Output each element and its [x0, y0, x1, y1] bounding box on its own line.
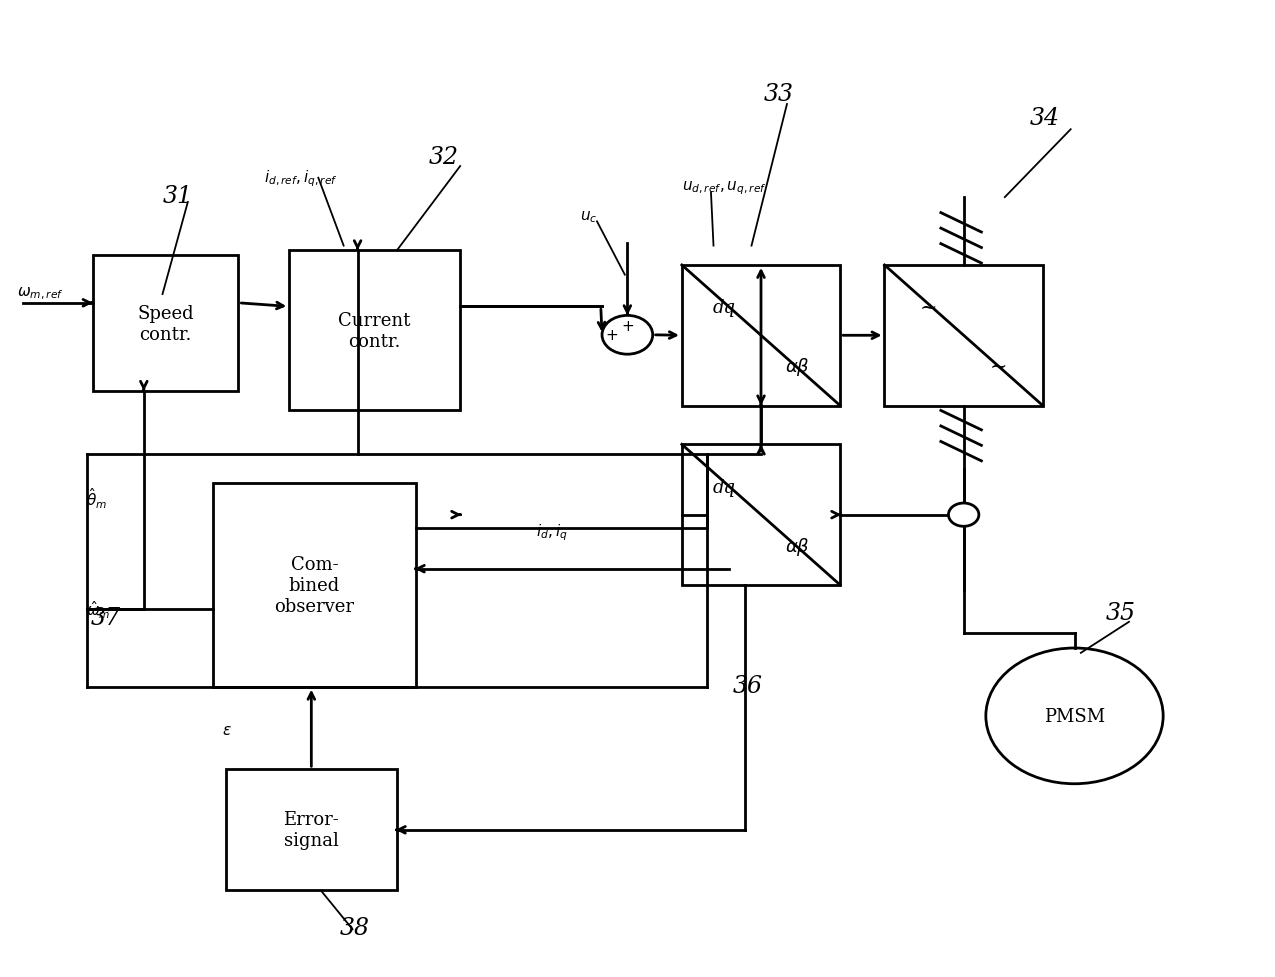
- Text: $\alpha\beta$: $\alpha\beta$: [785, 535, 810, 557]
- Text: Error-
signal: Error- signal: [283, 811, 339, 849]
- Text: $\varepsilon$: $\varepsilon$: [222, 724, 232, 738]
- Text: 33: 33: [764, 83, 794, 106]
- Text: dq: dq: [713, 478, 736, 496]
- Text: 31: 31: [162, 185, 193, 208]
- Text: +: +: [606, 328, 618, 343]
- Bar: [213, 484, 416, 687]
- Text: ~: ~: [989, 358, 1007, 376]
- Text: +: +: [621, 319, 634, 333]
- Text: $u_c$: $u_c$: [580, 209, 598, 225]
- Text: 38: 38: [340, 916, 370, 939]
- Bar: [93, 256, 238, 392]
- Bar: [226, 770, 397, 890]
- Bar: [885, 266, 1043, 406]
- Bar: [682, 266, 840, 406]
- Text: 32: 32: [428, 146, 459, 169]
- Text: Current
contr.: Current contr.: [338, 312, 411, 351]
- Text: 37: 37: [91, 606, 120, 629]
- Text: 35: 35: [1107, 601, 1136, 624]
- Circle shape: [986, 649, 1163, 784]
- Circle shape: [949, 503, 979, 527]
- Text: 36: 36: [733, 674, 762, 697]
- Text: 34: 34: [1030, 107, 1061, 130]
- Bar: [682, 445, 840, 585]
- Text: $\hat{\theta}_m$: $\hat{\theta}_m$: [87, 486, 107, 510]
- Circle shape: [602, 317, 653, 355]
- Text: $u_{d,ref}, u_{q,ref}$: $u_{d,ref}, u_{q,ref}$: [682, 180, 766, 197]
- Text: $\alpha\beta$: $\alpha\beta$: [785, 356, 810, 378]
- Text: $i_d, i_q$: $i_d, i_q$: [537, 522, 569, 542]
- Text: ~: ~: [921, 298, 937, 318]
- Text: $\omega_{m,ref}$: $\omega_{m,ref}$: [17, 286, 64, 302]
- Text: Speed
contr.: Speed contr.: [138, 305, 194, 343]
- Text: $i_{d,ref}, i_{q,ref}$: $i_{d,ref}, i_{q,ref}$: [264, 168, 338, 189]
- Text: PMSM: PMSM: [1044, 707, 1105, 725]
- Text: $\hat{\omega}_m$: $\hat{\omega}_m$: [87, 599, 111, 620]
- Text: dq: dq: [713, 299, 736, 317]
- Text: Com-
bined
observer: Com- bined observer: [274, 556, 354, 616]
- Bar: [289, 251, 460, 411]
